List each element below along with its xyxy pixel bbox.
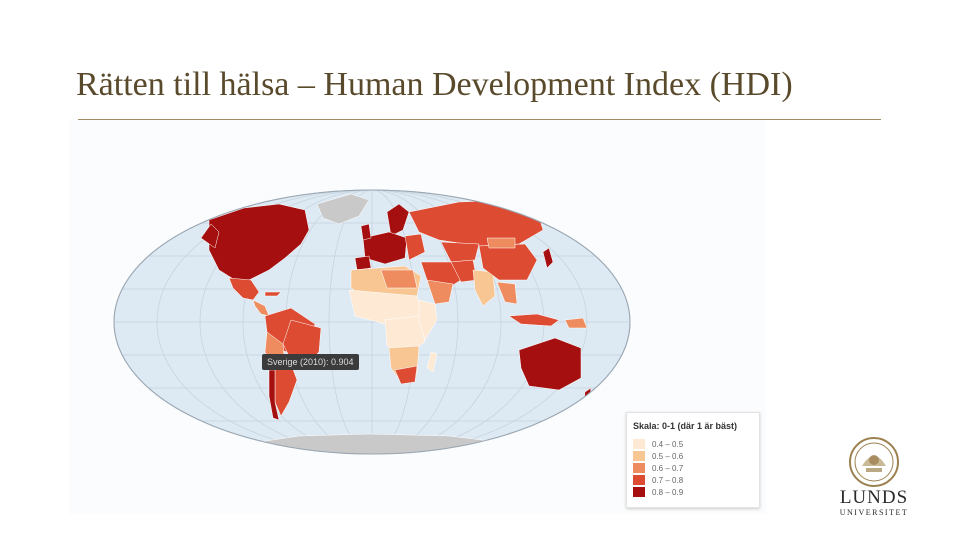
legend-label: 0.6 – 0.7 <box>652 463 684 473</box>
lund-university-logo: LUNDS UNIVERSITET <box>828 436 920 520</box>
legend-item: 0.7 – 0.8 <box>633 475 683 485</box>
greenland <box>316 193 370 225</box>
legend-swatch <box>633 475 645 485</box>
legend-swatch <box>633 463 645 473</box>
mongolia <box>486 237 516 249</box>
arabia <box>426 279 454 305</box>
east-africa <box>418 299 438 341</box>
cuba <box>264 291 282 297</box>
central-america <box>252 299 270 317</box>
kazakhstan <box>440 241 480 263</box>
north-america <box>208 203 310 281</box>
legend-label: 0.5 – 0.6 <box>652 451 684 461</box>
map-legend: Skala: 0-1 (där 1 är bäst) 0.4 – 0.5 0.5… <box>626 412 760 508</box>
china <box>478 243 538 281</box>
southeast-asia <box>496 281 518 305</box>
country-tooltip: Sverige (2010): 0.904 <box>262 354 359 370</box>
australia <box>518 337 582 391</box>
indonesia <box>508 313 560 327</box>
title-divider <box>78 119 881 120</box>
logo-wordmark: LUNDS <box>839 487 909 508</box>
iberia <box>354 255 372 271</box>
hdi-world-map[interactable]: Sverige (2010): 0.904 Skala: 0-1 (där 1 … <box>69 120 766 514</box>
legend-label: 0.8 – 0.9 <box>652 487 684 497</box>
legend-title: Skala: 0-1 (där 1 är bäst) <box>633 421 738 431</box>
chile <box>268 369 280 421</box>
egypt-libya <box>380 269 418 289</box>
alaska <box>200 223 220 249</box>
legend-item: 0.6 – 0.7 <box>633 463 683 473</box>
legend-item: 0.4 – 0.5 <box>633 439 683 449</box>
globe-outline <box>113 189 631 455</box>
japan <box>542 247 554 269</box>
legend-swatch <box>633 487 645 497</box>
university-seal-icon <box>849 437 899 487</box>
madagascar <box>426 351 438 373</box>
eastern-europe <box>404 233 426 261</box>
uk <box>360 223 372 241</box>
south-africa <box>394 365 418 385</box>
legend-swatch <box>633 439 645 449</box>
world-map-svg <box>113 189 631 455</box>
slide-title: Rätten till hälsa – Human Development In… <box>76 66 793 103</box>
legend-label: 0.4 – 0.5 <box>652 439 684 449</box>
legend-label: 0.7 – 0.8 <box>652 475 684 485</box>
legend-item: 0.8 – 0.9 <box>633 487 683 497</box>
new-guinea <box>564 317 588 329</box>
logo-subtitle: UNIVERSITET <box>839 508 909 517</box>
legend-swatch <box>633 451 645 461</box>
legend-item: 0.5 – 0.6 <box>633 451 683 461</box>
scandinavia <box>386 203 410 237</box>
